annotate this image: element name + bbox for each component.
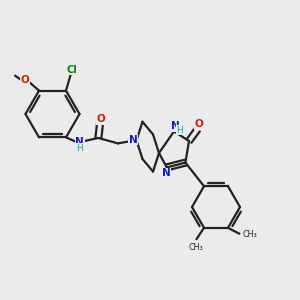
Text: H: H bbox=[76, 144, 83, 153]
Text: CH₃: CH₃ bbox=[242, 230, 257, 239]
Text: N: N bbox=[171, 121, 180, 131]
Text: H: H bbox=[176, 126, 183, 135]
Text: Cl: Cl bbox=[66, 64, 77, 75]
Text: O: O bbox=[195, 119, 204, 129]
Text: N: N bbox=[162, 168, 171, 178]
Text: N: N bbox=[75, 136, 84, 147]
Text: N: N bbox=[128, 135, 137, 145]
Text: O: O bbox=[21, 75, 30, 85]
Text: CH₃: CH₃ bbox=[188, 243, 203, 252]
Text: O: O bbox=[96, 114, 105, 124]
